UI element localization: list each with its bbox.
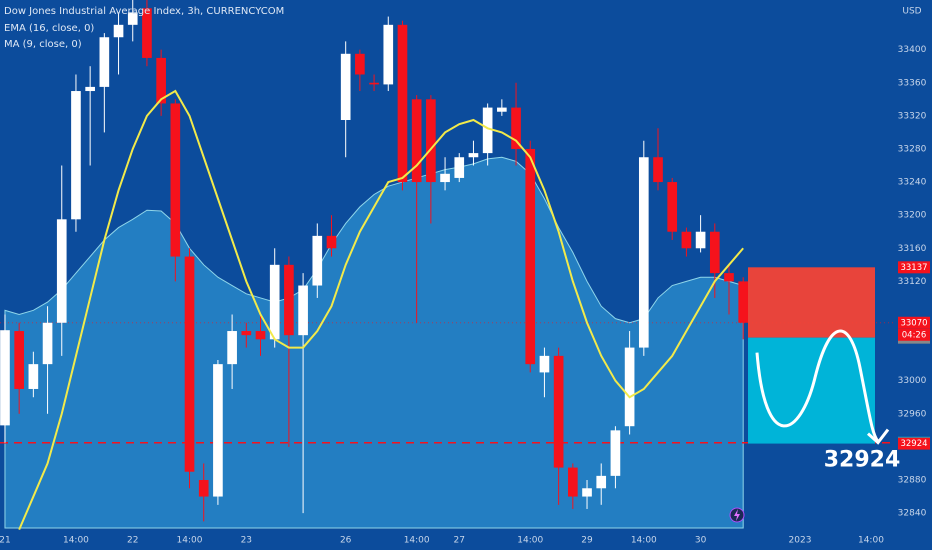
chart-title: Dow Jones Industrial Average Index, 3h, … bbox=[4, 6, 284, 17]
y-tick-label: 33240 bbox=[898, 178, 927, 188]
candle-body bbox=[539, 355, 550, 373]
candle-body bbox=[709, 231, 720, 274]
y-tick-label: 33120 bbox=[898, 277, 927, 287]
candle-body bbox=[497, 107, 507, 112]
y-tick-label: 33280 bbox=[898, 144, 927, 154]
candle-body bbox=[653, 157, 663, 183]
price-label: 32924 bbox=[900, 439, 927, 449]
x-tick-label: 21 bbox=[0, 536, 11, 546]
price-label-bg bbox=[898, 437, 930, 450]
candle-body bbox=[724, 273, 734, 282]
candle-body bbox=[142, 8, 152, 58]
y-tick-label: 32880 bbox=[898, 476, 927, 486]
candle-body bbox=[184, 256, 195, 472]
legend-entry: MA (9, close, 0) bbox=[4, 39, 82, 50]
candle-body bbox=[269, 264, 280, 340]
candle-body bbox=[355, 53, 365, 75]
x-tick-label: 14:00 bbox=[631, 536, 657, 546]
target-label: 32924 bbox=[824, 448, 901, 473]
candle-body bbox=[525, 148, 536, 365]
candle-body bbox=[255, 331, 266, 340]
x-tick-label: 14:00 bbox=[517, 536, 543, 546]
x-tick-label: 29 bbox=[581, 536, 593, 546]
price-label: 33070 bbox=[900, 318, 927, 328]
candle-body bbox=[312, 235, 323, 286]
candle-body bbox=[667, 182, 678, 232]
candle-body bbox=[553, 355, 564, 468]
candle-body bbox=[440, 173, 450, 183]
y-tick-label: 33320 bbox=[898, 111, 927, 121]
candle-body bbox=[695, 231, 706, 249]
x-tick-label: 27 bbox=[454, 536, 465, 546]
x-tick-label: 26 bbox=[340, 536, 352, 546]
countdown-bg bbox=[898, 328, 930, 341]
x-tick-label: 30 bbox=[695, 536, 707, 546]
candle-body bbox=[610, 430, 621, 476]
candle-body bbox=[638, 157, 649, 348]
candle-body bbox=[411, 99, 422, 183]
x-tick-label: 22 bbox=[127, 536, 138, 546]
price-label-bg bbox=[898, 316, 930, 329]
candle-body bbox=[198, 480, 209, 497]
stop-zone bbox=[748, 267, 875, 338]
x-tick-label: 23 bbox=[241, 536, 252, 546]
x-tick-label: 14:00 bbox=[404, 536, 430, 546]
ema-line bbox=[18, 89, 744, 531]
candle-body bbox=[340, 53, 351, 120]
legend-entry: EMA (16, close, 0) bbox=[4, 23, 94, 34]
x-tick-label: 14:00 bbox=[63, 536, 89, 546]
icon-bolt bbox=[734, 509, 740, 521]
x-tick-label: 14:00 bbox=[858, 536, 884, 546]
candle-body bbox=[369, 82, 379, 85]
candle-body bbox=[426, 99, 436, 183]
candle-body bbox=[99, 37, 110, 87]
candle-body bbox=[227, 331, 237, 365]
candle-body bbox=[42, 322, 53, 365]
candle-body bbox=[482, 107, 493, 154]
projection-curve bbox=[755, 329, 880, 443]
candle-body bbox=[113, 24, 124, 38]
y-tick-label: 33000 bbox=[898, 376, 927, 386]
price-label-bg bbox=[898, 261, 930, 274]
currency: USD bbox=[902, 7, 921, 17]
candle-body bbox=[596, 475, 607, 489]
candle-body bbox=[284, 264, 294, 336]
candle-body bbox=[14, 331, 24, 389]
candle-body bbox=[468, 153, 479, 158]
candle-body bbox=[681, 231, 692, 249]
x-tick-label: 2023 bbox=[789, 536, 812, 546]
candle-body bbox=[298, 285, 308, 336]
candle-body bbox=[71, 91, 81, 220]
candle-body bbox=[397, 24, 408, 183]
y-tick-label: 33200 bbox=[898, 211, 927, 221]
candle-body bbox=[0, 330, 10, 426]
y-tick-label: 33400 bbox=[898, 45, 927, 55]
candle-body bbox=[568, 467, 578, 497]
candle-body bbox=[511, 107, 521, 149]
y-tick-label: 32960 bbox=[898, 409, 927, 419]
candle-body bbox=[582, 488, 592, 497]
candle-body bbox=[738, 281, 749, 323]
candle-body bbox=[241, 331, 252, 336]
projection-arrow bbox=[866, 428, 890, 445]
countdown: 04:26 bbox=[902, 330, 927, 340]
candle-body bbox=[56, 219, 67, 323]
candle-body bbox=[454, 157, 465, 178]
candle-body bbox=[326, 235, 337, 249]
candle-body bbox=[213, 364, 223, 497]
y-tick-label: 33160 bbox=[898, 244, 927, 254]
candle-body bbox=[170, 103, 181, 257]
candle-body bbox=[156, 57, 166, 104]
y-tick-label: 33360 bbox=[898, 78, 927, 88]
candle-body bbox=[85, 86, 95, 92]
candle-body bbox=[127, 12, 138, 25]
x-tick-label: 14:00 bbox=[177, 536, 203, 546]
candle-body bbox=[624, 347, 635, 427]
y-tick-label: 32840 bbox=[898, 509, 927, 519]
candle-body bbox=[383, 24, 394, 85]
plot bbox=[0, 0, 895, 531]
price-label: 33137 bbox=[900, 263, 927, 273]
candle-body bbox=[28, 364, 39, 389]
